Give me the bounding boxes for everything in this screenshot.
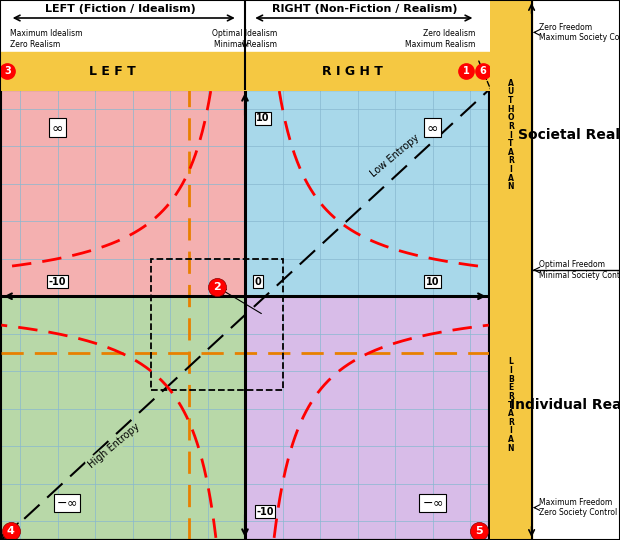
Text: Optimal Idealism
Minimal Realism: Optimal Idealism Minimal Realism (213, 29, 278, 49)
Text: Individual Realm: Individual Realm (510, 398, 620, 412)
Text: 0: 0 (254, 277, 261, 287)
Text: 10: 10 (426, 277, 439, 287)
Text: $\infty$: $\infty$ (427, 120, 438, 134)
Text: RIGHT (Non-Fiction / Realism): RIGHT (Non-Fiction / Realism) (272, 4, 458, 15)
Text: 2: 2 (213, 282, 221, 292)
Text: Societal Realm: Societal Realm (518, 128, 620, 142)
Text: 5: 5 (476, 525, 483, 536)
Text: $-\infty$: $-\infty$ (422, 496, 443, 509)
Text: 3: 3 (4, 66, 11, 76)
Text: R I G H T: R I G H T (322, 65, 383, 78)
Text: LEFT (Fiction / Idealism): LEFT (Fiction / Idealism) (45, 4, 195, 15)
Text: L E F T: L E F T (89, 65, 136, 78)
Text: High Entropy: High Entropy (86, 422, 141, 470)
Text: -10: -10 (49, 277, 66, 287)
Text: A
U
T
H
O
R
I
T
A
R
I
A
N: A U T H O R I T A R I A N (508, 79, 514, 191)
Text: Zero Freedom
Maximum Society Control: Zero Freedom Maximum Society Control (539, 23, 620, 42)
Text: 10: 10 (256, 113, 270, 123)
Text: $-\infty$: $-\infty$ (56, 496, 78, 509)
Text: Maximum Idealism
Zero Realism: Maximum Idealism Zero Realism (10, 29, 82, 49)
Text: -10: -10 (256, 507, 274, 517)
Text: 6: 6 (479, 66, 486, 76)
Text: $\infty$: $\infty$ (51, 120, 63, 134)
Text: Low Entropy: Low Entropy (369, 132, 422, 179)
Text: Optimal Freedom
Minimal Society Control: Optimal Freedom Minimal Society Control (539, 260, 620, 280)
Text: 4: 4 (7, 525, 14, 536)
Text: Zero Idealism
Maximum Realism: Zero Idealism Maximum Realism (405, 29, 476, 49)
Text: Maximum Freedom
Zero Society Control: Maximum Freedom Zero Society Control (539, 498, 618, 517)
Bar (151, 259, 283, 390)
Text: 1: 1 (463, 66, 470, 76)
Text: L
I
B
E
R
T
A
R
I
A
N: L I B E R T A R I A N (508, 357, 514, 453)
